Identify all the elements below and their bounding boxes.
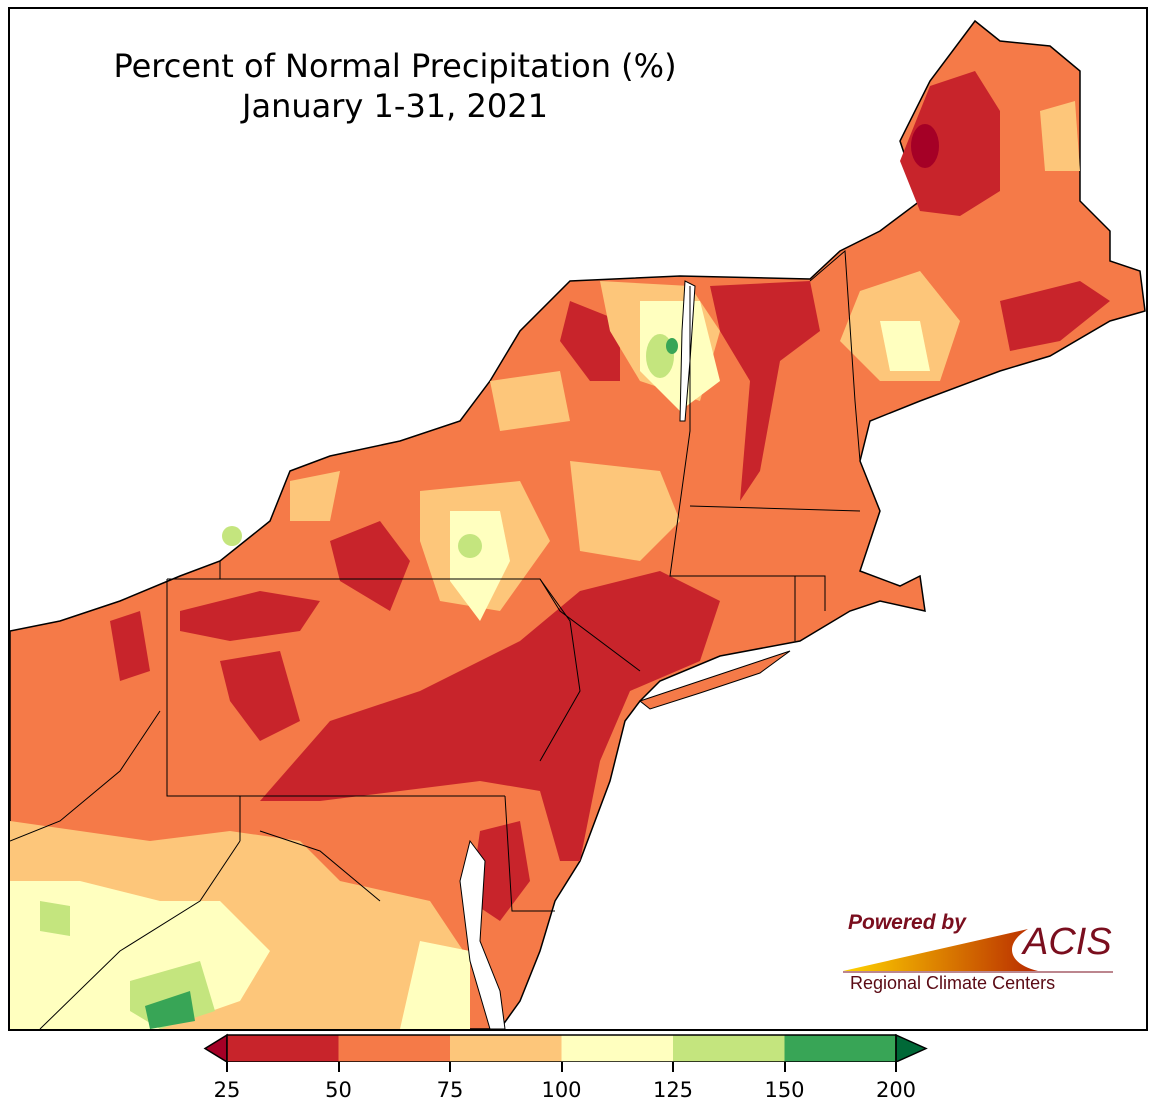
colorbar-tick-label: 25 [213, 1078, 241, 1102]
colorbar-tick-label: 125 [652, 1078, 694, 1102]
colorbar-tick-label: 150 [764, 1078, 805, 1102]
logo-acis: ACIS [1023, 921, 1112, 963]
colorbar [203, 1033, 928, 1062]
colorbar-bin-150-200 [784, 1035, 896, 1062]
logo-powered-by: Powered by [848, 911, 966, 934]
lake-champlain [679, 280, 696, 422]
150-200-percent-regions [145, 338, 678, 1029]
colorbar-extend-low [203, 1033, 228, 1062]
state-borders [10, 249, 861, 1029]
below-25-percent-regions [911, 124, 939, 168]
logo-swoosh [843, 929, 1113, 973]
map-frame: Percent of Normal Precipitation (%) Janu… [8, 7, 1148, 1031]
colorbar-bin-50-75 [338, 1035, 450, 1062]
colorbar-tick-label: 75 [436, 1078, 464, 1102]
colorbar-bin-75-100 [450, 1035, 562, 1062]
colorbar-tick-mark [783, 1062, 786, 1072]
colorbar-bin-100-125 [561, 1035, 673, 1062]
colorbar-tick-mark [560, 1062, 563, 1072]
below-50-percent-regions [110, 71, 1110, 921]
colorbar-tick-mark [226, 1062, 228, 1072]
colorbar-tick-mark [449, 1062, 451, 1072]
colorbar-tick-mark [337, 1062, 340, 1072]
colorbar-tick-mark [672, 1062, 674, 1072]
colorbar-tick-label: 50 [325, 1078, 352, 1102]
chesapeake-bay [459, 839, 506, 1029]
long-island [638, 650, 791, 710]
colorbar-tick-label: 100 [541, 1078, 582, 1102]
colorbar-extend-high [895, 1033, 928, 1062]
acis-logo: Powered by ACIS Regional Climate Centers [838, 909, 1128, 1004]
colorbar-tick-label: 200 [875, 1078, 917, 1102]
map-canvas [10, 19, 1146, 1029]
colorbar-bin-125-150 [673, 1035, 785, 1062]
colorbar-bin-25-50 [227, 1035, 339, 1062]
colorbar-outline [226, 1034, 897, 1062]
logo-rcc: Regional Climate Centers [850, 973, 1056, 993]
colorbar-tick-mark [895, 1062, 897, 1072]
map-title: Percent of Normal Precipitation (%) [113, 47, 677, 85]
map-subtitle: January 1-31, 2021 [242, 87, 548, 125]
